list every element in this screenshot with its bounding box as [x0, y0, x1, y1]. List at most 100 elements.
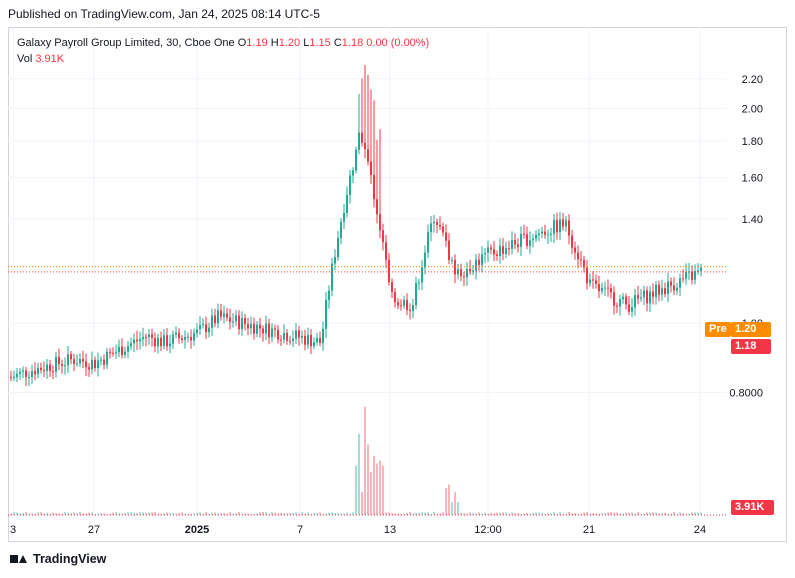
volume-bar: [568, 512, 570, 515]
candle-body: [529, 240, 531, 246]
candle-body: [190, 336, 192, 341]
candle-body: [562, 219, 564, 227]
y-tick-label: 1.60: [742, 172, 763, 184]
volume-bar: [349, 513, 351, 515]
volume-bar: [280, 512, 282, 515]
volume-bar: [382, 465, 384, 515]
last-price-tag: 1.18: [731, 339, 771, 354]
volume-bar: [196, 512, 198, 515]
volume-bar: [529, 513, 531, 515]
volume-bar: [235, 513, 237, 515]
published-caption: Published on TradingView.com, Jan 24, 20…: [8, 7, 320, 21]
candle-body: [151, 334, 153, 338]
volume-bar: [16, 512, 18, 515]
volume-bar: [205, 512, 207, 515]
volume-bar: [322, 513, 324, 515]
candle-body: [97, 360, 99, 368]
candle-body: [193, 333, 195, 341]
volume-bar: [310, 513, 312, 515]
volume-bar: [391, 513, 393, 515]
candle-body: [331, 263, 333, 291]
candle-body: [523, 233, 525, 235]
candle-body: [298, 330, 300, 338]
candle-body: [235, 315, 237, 322]
volume-bar: [328, 512, 330, 515]
volume-bar: [331, 512, 333, 515]
volume-bar: [148, 512, 150, 515]
volume-bar: [406, 512, 408, 515]
volume-bar: [115, 512, 117, 515]
candle-body: [397, 302, 399, 306]
volume-bar: [13, 512, 15, 515]
y-tick-label: 1.40: [742, 214, 763, 226]
volume-bar: [379, 460, 381, 515]
candle-body: [355, 149, 357, 171]
candle-body: [361, 132, 363, 143]
candle-body: [499, 246, 501, 257]
volume-bar: [247, 513, 249, 515]
candle-body: [67, 354, 69, 366]
volume-bar: [301, 512, 303, 515]
candle-body: [178, 332, 180, 339]
volume-bar: [88, 512, 90, 515]
candle-body: [565, 220, 567, 227]
volume-bar: [409, 512, 411, 515]
candle-body: [664, 288, 666, 295]
candle-body: [490, 247, 492, 250]
volume-bar: [598, 513, 600, 515]
price-chart[interactable]: 2.202.001.801.601.401.000.8000 327202571…: [8, 27, 787, 542]
legend-row-ohlc: Galaxy Payroll Group Limited, 30, Cboe O…: [17, 36, 429, 51]
tradingview-footer[interactable]: TradingView: [10, 552, 106, 566]
volume-bar: [208, 513, 210, 515]
candle-body: [415, 283, 417, 306]
volume-bar: [19, 513, 21, 515]
candle-body: [52, 371, 54, 373]
volume-bar: [31, 513, 33, 515]
volume-bar: [553, 512, 555, 515]
candle-body: [226, 313, 228, 318]
candle-body: [427, 232, 429, 253]
volume-bar: [223, 512, 225, 515]
volume-bar: [694, 512, 696, 515]
candle-body: [376, 199, 378, 215]
volume-bar: [325, 513, 327, 515]
volume-bar: [43, 513, 45, 515]
candle-body: [601, 287, 603, 292]
volume-bar: [448, 484, 450, 515]
volume-bar: [544, 513, 546, 515]
volume-bar: [571, 513, 573, 515]
candle-body: [100, 359, 102, 361]
volume-bar: [139, 512, 141, 515]
volume-bar: [466, 513, 468, 515]
volume-bar: [298, 513, 300, 515]
candle-body: [154, 337, 156, 347]
x-tick-label: 13: [384, 524, 396, 536]
candle-body: [472, 270, 474, 272]
volume-bar: [574, 512, 576, 515]
volume-bar: [697, 512, 699, 515]
volume-bar: [685, 513, 687, 515]
volume-bar: [343, 513, 345, 515]
volume-value: 3.91K: [35, 53, 65, 65]
volume-bar: [583, 512, 585, 515]
candle-body: [364, 142, 366, 150]
candle-body: [604, 287, 606, 289]
volume-bar: [487, 513, 489, 515]
volume-bar: [253, 513, 255, 515]
candle-body: [76, 363, 78, 365]
volume-bar: [28, 513, 30, 515]
volume-bar: [355, 465, 357, 515]
volume-bar: [430, 513, 432, 515]
candle-body: [655, 284, 657, 297]
candle-body: [199, 325, 201, 330]
volume-bar: [367, 444, 369, 515]
candle-body: [73, 359, 75, 364]
candle-body: [673, 285, 675, 291]
y-tick-label: 2.20: [742, 74, 763, 86]
volume-bar: [352, 512, 354, 515]
legend-row-volume: Vol 3.91K: [17, 52, 429, 67]
volume-bar: [289, 513, 291, 515]
candle-body: [685, 272, 687, 279]
candle-body: [121, 346, 123, 356]
volume-bar: [277, 513, 279, 515]
